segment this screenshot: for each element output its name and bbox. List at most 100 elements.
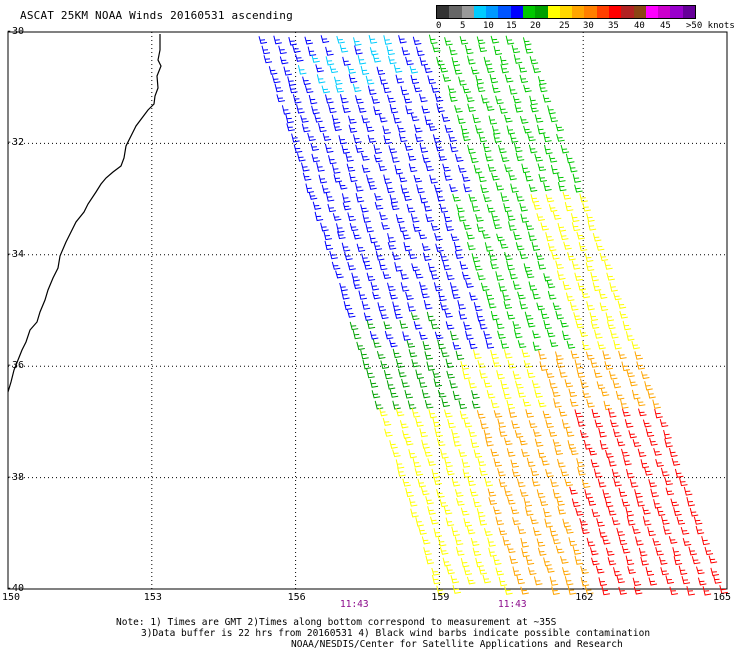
wind-barb [410,312,420,321]
wind-barb [572,545,582,555]
wind-barb [559,231,569,241]
wind-barb [485,339,495,349]
wind-barb [522,37,532,46]
wind-barb [552,439,562,447]
wind-barb [544,144,553,155]
wind-barb [545,468,554,478]
wind-barb [613,339,622,350]
wind-barb [702,586,712,596]
wind-barb [642,506,651,515]
wind-barb [387,233,396,243]
wind-barb [431,567,440,576]
wind-barb [523,497,533,507]
wind-barb [533,576,543,586]
wind-barb [476,83,486,93]
wind-barb [519,300,528,310]
wind-barb [418,231,427,240]
wind-barb [407,302,416,312]
wind-barb [400,184,410,194]
wind-barb [531,379,541,389]
wind-barb [422,252,432,261]
wind-barb [423,201,432,212]
wind-barb [528,420,538,429]
wind-barb [564,201,574,212]
wind-barb [530,516,539,525]
wind-barb [366,272,376,282]
wind-barb [400,282,410,292]
wind-barb [461,271,471,280]
wind-barb [465,94,475,103]
wind-barb [289,84,298,94]
legend-swatch [572,6,585,18]
wind-barb [533,201,542,210]
legend-swatch [498,6,511,18]
wind-barb [347,212,356,222]
wind-barb [500,64,509,74]
wind-barb [607,557,617,566]
wind-barb [414,133,424,143]
wind-barb [387,241,397,250]
wind-barb [379,407,388,417]
wind-barb [422,154,431,163]
wind-barb [642,419,652,428]
wind-barb [528,184,538,192]
wind-barb [674,468,684,478]
wind-barb [412,36,422,46]
wind-barb [492,555,502,566]
wind-barb [412,223,422,232]
wind-barb [421,439,430,449]
wind-barb [457,212,467,222]
wind-barb [500,154,510,163]
wind-barb [558,408,568,417]
wind-barb [365,123,375,132]
wind-barb [556,358,565,368]
wind-barb [665,575,674,584]
legend-swatch [559,6,573,18]
wind-barb [577,466,586,476]
wind-barb [436,437,446,447]
wind-barb [466,576,476,585]
wind-barb [348,124,358,133]
longitude-label: 159 [431,592,450,603]
wind-barb [521,547,530,558]
wind-barb [424,115,433,126]
wind-barb [463,321,472,330]
wind-barb [502,389,512,400]
wind-barb [597,478,607,488]
wind-barb [377,302,386,312]
wind-barb [452,341,462,350]
wind-barb [499,55,509,66]
wind-barb [622,320,632,331]
wind-barb [604,260,613,270]
wind-barb [301,162,310,172]
wind-barb [417,478,426,488]
wind-barb [369,233,378,244]
wind-barb [407,400,417,410]
wind-barb [536,489,546,499]
wind-barb [286,123,295,132]
wind-barb [562,191,572,200]
wind-barb [621,498,631,507]
wind-barb [340,94,349,104]
latitude-label: -32 [6,137,25,149]
wind-barb [509,133,519,143]
wind-barb [624,419,634,428]
wind-barb [607,506,617,516]
coastline-australia [7,34,162,393]
wind-barb [508,221,517,231]
wind-barb [576,368,586,378]
wind-barb [671,457,681,466]
wind-barb [361,253,370,263]
wind-barb [519,74,529,84]
wind-barb [575,507,584,516]
wind-barb [421,105,430,114]
wind-barb [431,574,441,585]
wind-barb [659,418,669,428]
wind-barb [455,350,465,361]
wind-barb [625,506,634,517]
wind-barb [410,112,420,122]
wind-barb [302,76,311,86]
wind-barb [445,222,454,232]
wind-barb [486,389,496,399]
wind-barb [567,440,577,450]
